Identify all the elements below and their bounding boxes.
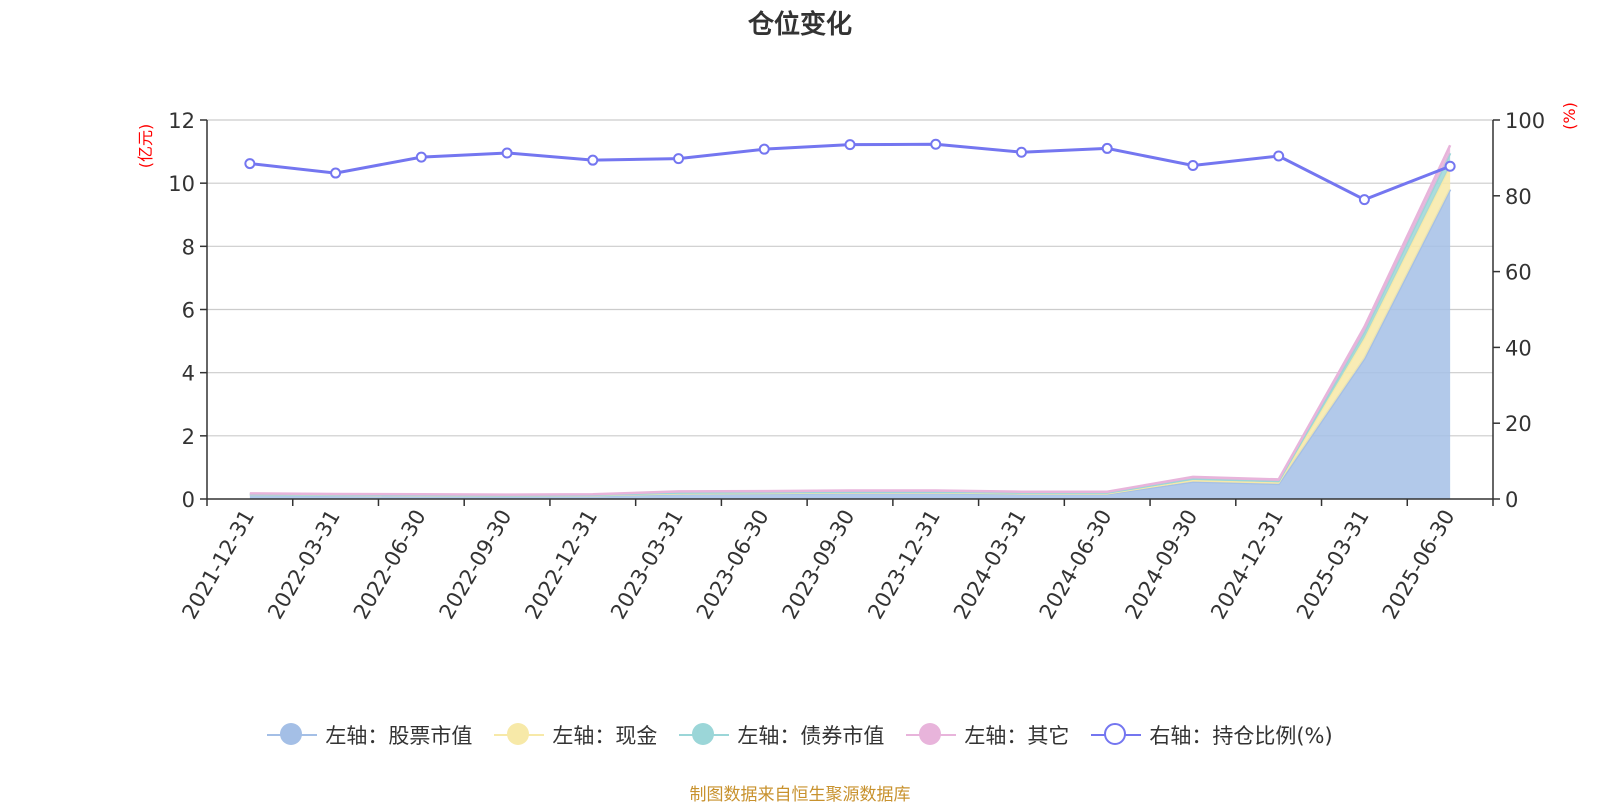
x-tick-label: 2025-06-30 [1378,506,1460,624]
left-tick-label: 2 [182,425,195,449]
left-tick-label: 0 [182,488,195,512]
stacked-areas [249,144,1452,499]
legend-item[interactable]: 右轴：持仓比例(%) [1091,720,1333,750]
grid-lines [207,119,1493,437]
area-左轴：债券市值 [249,153,1451,496]
legend-item[interactable]: 左轴：股票市值 [267,720,472,750]
source-note: 制图数据来自恒生聚源数据库 [689,785,911,805]
left-tick-label: 8 [182,235,195,259]
legend-item[interactable]: 左轴：现金 [494,720,657,750]
right-tick-label: 100 [1505,109,1545,133]
x-tick-label: 2022-03-31 [263,506,345,624]
x-tick-label: 2023-09-30 [778,506,860,624]
left-tick-label: 12 [168,109,195,133]
ratio-point[interactable] [930,138,942,150]
legend-label: 左轴：现金 [552,724,658,748]
area-左轴：现金 [249,165,1451,496]
hollow-circle-icon [1091,723,1142,747]
left-tick-label: 10 [168,172,195,196]
area-左轴：其它 [249,145,1451,496]
ratio-point[interactable] [1187,159,1199,171]
ratio-point[interactable] [1101,142,1113,154]
right-tick-label: 80 [1505,185,1532,209]
x-tick-label: 2022-12-31 [520,506,602,624]
x-tick-label: 2022-09-30 [435,506,517,624]
area-edge-左轴：债券市值 [249,152,1452,497]
right-tick-label: 40 [1505,336,1532,360]
area-edge-左轴：现金 [249,165,1452,497]
right-tick-label: 60 [1505,261,1532,285]
x-tick-label: 2025-03-31 [1292,506,1374,624]
filled-circle-icon [494,723,545,747]
ratio-point[interactable] [1015,146,1027,158]
area-edge-左轴：股票市值 [249,188,1452,498]
ratio-point[interactable] [330,167,342,179]
x-tick-label: 2024-06-30 [1035,506,1117,624]
filled-circle-icon [679,723,730,747]
filled-circle-icon [906,723,957,747]
x-tick-label: 2023-12-31 [863,506,945,624]
legend-label: 右轴：持仓比例(%) [1149,724,1333,748]
ratio-point[interactable] [673,153,685,165]
legend-label: 左轴：债券市值 [737,724,885,748]
legend-label: 左轴：其它 [964,724,1070,748]
ratio-point[interactable] [501,147,513,159]
left-tick-label: 6 [182,299,195,323]
ratio-point[interactable] [244,158,256,170]
x-tick-label: 2024-03-31 [949,506,1031,624]
left-axis-unit: (亿元) [136,124,155,169]
legend: 左轴：股票市值 左轴：现金 左轴：债券市值 左轴：其它 右轴：持仓比例(%) [0,720,1600,750]
right-tick-label: 0 [1505,488,1518,512]
right-axis-unit: (%) [1560,102,1579,130]
left-tick-label: 4 [182,362,195,386]
x-tick-label: 2023-06-30 [692,506,774,624]
x-tick-label: 2023-03-31 [606,506,688,624]
legend-item[interactable]: 左轴：债券市值 [679,720,884,750]
ratio-point[interactable] [1444,160,1456,172]
area-左轴：股票市值 [249,189,1451,499]
ratio-line [249,142,1451,202]
x-tick-label: 2022-06-30 [349,506,431,624]
x-tick-label: 2021-12-31 [177,506,259,624]
x-tick-label: 2024-09-30 [1120,506,1202,624]
ratio-point[interactable] [587,154,599,166]
filled-circle-icon [267,723,318,747]
ratio-point[interactable] [1358,194,1370,206]
ratio-point[interactable] [1273,150,1285,162]
right-tick-label: 20 [1505,412,1532,436]
chart-title: 仓位变化 [747,10,852,40]
ratio-point[interactable] [758,143,770,155]
ratio-line-series [244,138,1456,206]
legend-item[interactable]: 左轴：其它 [906,720,1069,750]
area-edge-左轴：其它 [249,144,1452,496]
ratio-point[interactable] [415,151,427,163]
x-tick-label: 2024-12-31 [1206,506,1288,624]
ratio-point[interactable] [844,139,856,151]
legend-label: 左轴：股票市值 [325,724,473,748]
